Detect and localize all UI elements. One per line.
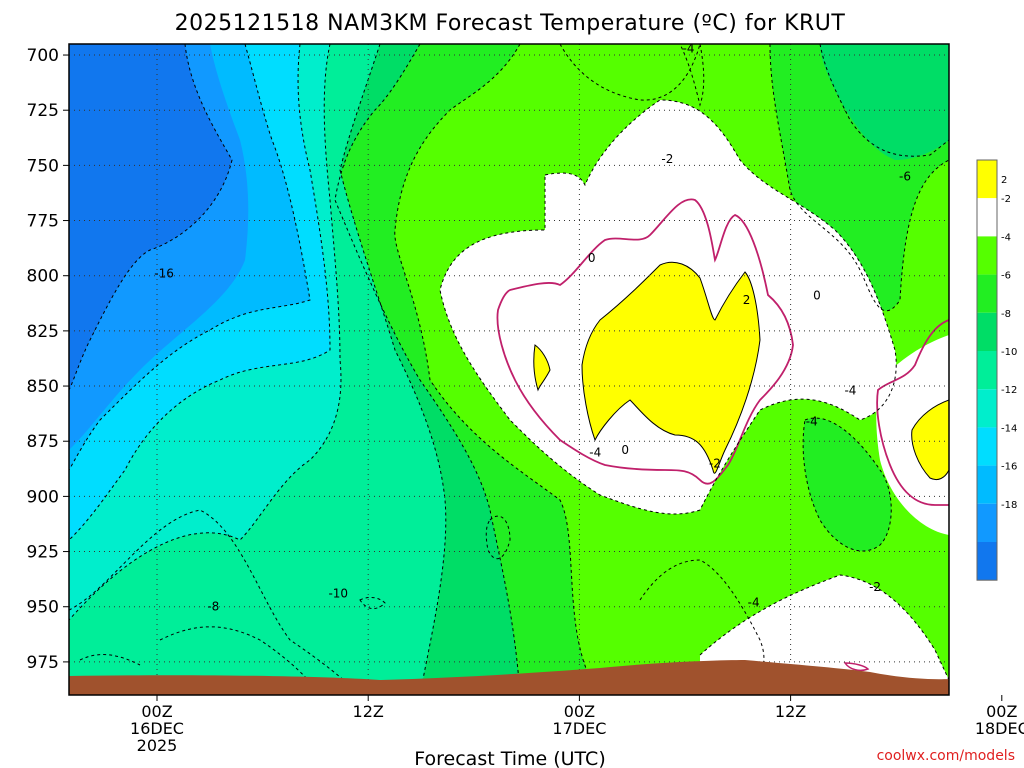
colorbar-label: 2 xyxy=(1001,175,1007,186)
colorbar-swatch xyxy=(977,312,997,351)
x-tick-label: 12Z xyxy=(775,702,806,721)
chart-title: 2025121518 NAM3KM Forecast Temperature (… xyxy=(175,11,846,36)
contour-label: -4 xyxy=(748,595,760,609)
colorbar-swatch xyxy=(977,465,997,504)
contour-label: 2 xyxy=(743,293,751,307)
colorbar-swatch xyxy=(977,389,997,428)
y-tick-label: 900 xyxy=(27,487,59,507)
y-tick-label: 850 xyxy=(27,377,59,397)
field-minus20 xyxy=(69,44,232,390)
y-tick-label: 750 xyxy=(27,156,59,176)
field-minus6-c xyxy=(803,418,892,551)
field-minus8-b xyxy=(820,44,949,160)
field-warm-white-c xyxy=(700,575,949,680)
x-tick-label: 18DEC xyxy=(975,719,1024,738)
contour-label: -4 xyxy=(806,414,818,428)
field-warm-yellow-c xyxy=(911,399,949,481)
zero-contour-c xyxy=(843,662,870,672)
contour-label: -4 xyxy=(844,383,856,397)
contour-label: -6 xyxy=(899,169,911,183)
colorbar-label: -12 xyxy=(1001,385,1017,396)
contour-label: -4 xyxy=(589,445,601,459)
y-tick-label: 800 xyxy=(27,267,59,287)
colorbar-label: -2 xyxy=(1001,194,1011,205)
colorbar-swatch xyxy=(977,274,997,313)
y-tick-label: 925 xyxy=(27,543,59,563)
x-tick-label: 00Z xyxy=(141,702,172,721)
colorbar-swatch xyxy=(977,198,997,237)
contour-label: 0 xyxy=(621,443,629,457)
contour-label: -2 xyxy=(869,580,881,594)
colorbar-label: -6 xyxy=(1001,271,1011,282)
colorbar-swatch xyxy=(977,542,997,581)
x-tick-label: 2025 xyxy=(137,736,178,755)
x-tick-label: 17DEC xyxy=(552,719,606,738)
zero-contour xyxy=(496,198,794,485)
x-tick-label: 16DEC xyxy=(130,719,184,738)
x-tick-label: 12Z xyxy=(353,702,384,721)
contour-label: 0 xyxy=(588,251,596,265)
x-tick-label: 00Z xyxy=(986,702,1017,721)
colorbar-label: -10 xyxy=(1001,347,1017,358)
colorbar-frame xyxy=(976,159,998,581)
y-tick-label: 725 xyxy=(27,101,59,121)
y-tick-label: 700 xyxy=(27,46,59,66)
contour-label: 0 xyxy=(813,289,821,303)
zero-contour-b xyxy=(876,319,949,506)
colorbar-label: -8 xyxy=(1001,309,1011,320)
y-tick-label: 975 xyxy=(27,653,59,673)
colorbar: 2 -2 -4 -6 -8 -10 -12 -14 -16 -18 xyxy=(976,159,1017,581)
colorbar-swatch xyxy=(977,503,997,542)
terrain xyxy=(69,660,949,695)
y-tick-label: 775 xyxy=(27,212,59,232)
y-tick-label: 825 xyxy=(27,322,59,342)
colorbar-swatch xyxy=(977,236,997,275)
colorbar-swatch xyxy=(977,351,997,390)
contour-labels: -4 -2 -6 0 -16 2 0 -4 -4 -4 0 -2 -2 -10 -8 -4 xyxy=(154,41,911,614)
y-tick-label: 875 xyxy=(27,432,59,452)
colorbar-swatch xyxy=(977,160,997,199)
field-warm-yellow-b xyxy=(533,344,551,392)
plot-frame xyxy=(68,43,950,696)
colorbar-label: -4 xyxy=(1001,232,1011,243)
y-axis: 700 725 750 775 800 825 850 875 900 925 950 975 xyxy=(27,46,69,673)
grid xyxy=(69,44,949,695)
contour-label: -4 xyxy=(683,41,695,55)
colorbar-swatch xyxy=(977,427,997,466)
contour-label: -2 xyxy=(661,152,673,166)
contour-label: -16 xyxy=(154,267,174,281)
colorbar-label: -16 xyxy=(1001,462,1017,473)
y-tick-label: 950 xyxy=(27,598,59,618)
credit-text: coolwx.com/models xyxy=(877,748,1015,764)
contour-label: -2 xyxy=(709,456,721,470)
colorbar-label: -18 xyxy=(1001,500,1017,511)
x-axis-label: Forecast Time (UTC) xyxy=(414,748,605,768)
contour-label: -10 xyxy=(328,586,348,600)
colorbar-label: -14 xyxy=(1001,423,1017,434)
contour-label: -8 xyxy=(207,600,219,614)
plot-area: -4 -2 -6 0 -16 2 0 -4 -4 -4 0 -2 -2 -10 -8 -4 xyxy=(69,41,949,695)
x-tick-label: 00Z xyxy=(564,702,595,721)
field-warm-yellow xyxy=(581,261,761,474)
